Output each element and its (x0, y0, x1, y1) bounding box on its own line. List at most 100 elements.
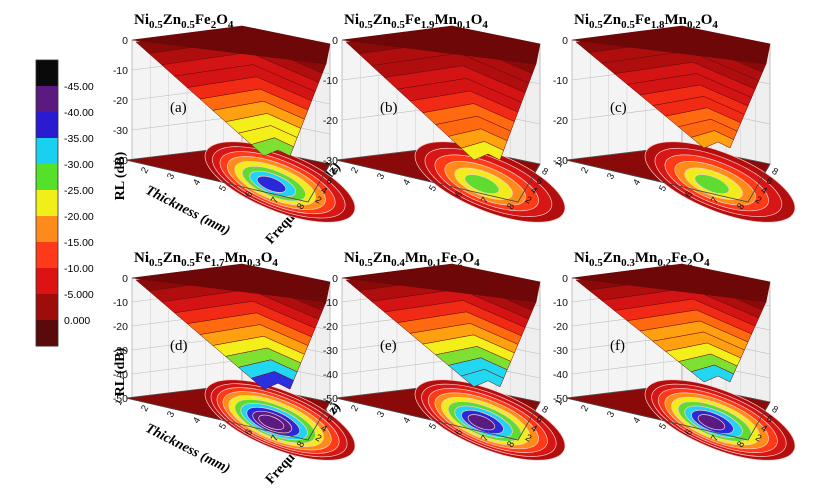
colorbar-tick-label: -40.00 (64, 107, 94, 119)
frequency-tick-label: 4 (529, 423, 539, 435)
colorbar-block (36, 112, 58, 139)
thickness-tick-label: 1 (323, 159, 335, 169)
floor-contour-band (258, 414, 285, 430)
surface-top-rim (341, 25, 541, 65)
floor-edge (335, 159, 541, 203)
floor-contour-band (694, 174, 730, 195)
thickness-tick-label: 7 (709, 433, 721, 443)
floor-edge (565, 159, 771, 203)
colorbar-frame (35, 59, 59, 347)
thickness-tick-label: 4 (191, 415, 203, 425)
floor-edge (125, 159, 331, 203)
frequency-tick-label: 4 (529, 185, 539, 197)
frequency-tick-label: 6 (764, 175, 774, 187)
colorbar-tick-label: -10.00 (64, 263, 94, 275)
z-tick-label: 0 (122, 35, 128, 47)
surface-panel: Ni0.5Zn0.5Fe1.8Mn0.2O4 0 -10 -20 -301 2 3 4 5 6 7 8… (553, 12, 796, 223)
frequency-tick-label: 8 (770, 404, 780, 416)
surface-panel: Ni0.5Zn0.3Mn0.2Fe2O4 0 -10 -20 -30 -40 -501 2 3 4… (553, 250, 796, 461)
thickness-tick-label: 7 (479, 195, 491, 205)
panel-title: Ni0.5Zn0.5Fe2O4 (134, 12, 234, 31)
surface-band (250, 137, 294, 157)
thickness-tick-label: 5 (217, 421, 229, 431)
z-tick-label: -20 (113, 321, 128, 333)
thickness-tick-label: 8 (295, 201, 307, 211)
thickness-tick-label: 5 (217, 183, 229, 193)
z-tick-label: -30 (323, 155, 338, 167)
frequency-tick-label: 6 (534, 175, 544, 187)
z-tick-label: -10 (553, 75, 568, 87)
thickness-tick-label: 6 (243, 189, 255, 199)
thickness-tick-label: 2 (349, 165, 361, 175)
z-tick-label: -20 (323, 321, 338, 333)
colorbar: -45.00 -40.00 -35.00 -30.00 -25.00 -20.00 -15.… (35, 59, 94, 347)
z-tick-label: -30 (113, 125, 128, 137)
panel-letter: (f) (610, 338, 625, 354)
rl-surface (571, 25, 771, 149)
z-tick-label: -50 (553, 393, 568, 405)
colorbar-tick-label: -35.00 (64, 133, 94, 145)
frequency-tick-label: 2 (753, 432, 763, 444)
frequency-tick-label: 8 (330, 404, 340, 416)
surface-band (460, 141, 504, 161)
thickness-tick-label: 2 (579, 403, 591, 413)
thickness-tick-label: 4 (401, 177, 413, 187)
frequency-tick-label: 8 (540, 404, 550, 416)
surface-top-rim (131, 263, 331, 303)
z-tick-label: -30 (553, 345, 568, 357)
z-tick-label: -20 (323, 115, 338, 127)
surface-panel: Ni0.5Zn0.5Fe1.9Mn0.1O40-10-20-3012345678… (323, 12, 566, 223)
thickness-tick-label: 7 (269, 195, 281, 205)
colorbar-block (36, 86, 58, 113)
colorbar-tick-label: -15.00 (64, 237, 94, 249)
surface-band (250, 371, 294, 390)
z-tick-label: 0 (332, 35, 338, 47)
floor-edge (335, 397, 541, 441)
z-tick-label: -10 (553, 297, 568, 309)
thickness-tick-label: 2 (139, 403, 151, 413)
z-tick-label: -40 (113, 155, 128, 167)
frequency-tick-label: 2 (523, 432, 533, 444)
panel-letter: (a) (170, 100, 187, 116)
colorbar-block (36, 320, 58, 347)
floor-contour-band (467, 414, 496, 431)
frequency-tick-label: 4 (319, 185, 329, 197)
colorbar-block (36, 242, 58, 269)
colorbar-block (36, 60, 58, 87)
rl-surface (131, 263, 331, 390)
thickness-tick-label: 2 (139, 165, 151, 175)
panel-title: Ni0.5Zn0.5Fe1.9Mn0.1O4 (344, 12, 488, 31)
z-tick-label: -20 (113, 95, 128, 107)
colorbar-tick-label: -25.00 (64, 185, 94, 197)
z-tick-label: -30 (553, 155, 568, 167)
thickness-tick-label: 3 (605, 171, 617, 181)
thickness-tick-label: 2 (349, 403, 361, 413)
surface-top-rim (571, 263, 771, 303)
surface-band (460, 369, 504, 388)
colorbar-tick-label: 0.000 (64, 315, 90, 327)
thickness-tick-label: 1 (323, 397, 335, 407)
thickness-tick-label: 5 (657, 183, 669, 193)
frequency-tick-label: 6 (764, 413, 774, 425)
z-tick-label: -10 (323, 297, 338, 309)
frequency-tick-label: 8 (770, 166, 780, 178)
thickness-tick-label: 7 (479, 433, 491, 443)
z-axis-label-top: RL (dB) (113, 151, 128, 200)
thickness-tick-label: 3 (605, 409, 617, 419)
thickness-axis-label-top: Thickness (mm) (143, 183, 233, 239)
frequency-tick-label: 2 (313, 194, 323, 206)
surface-band (690, 130, 734, 149)
z-tick-label: -50 (323, 393, 338, 405)
thickness-tick-label: 4 (631, 177, 643, 187)
z-tick-label: -40 (553, 369, 568, 381)
z-tick-label: -30 (113, 345, 128, 357)
z-tick-label: 0 (332, 273, 338, 285)
thickness-tick-label: 6 (453, 427, 465, 437)
z-tick-label: -30 (323, 345, 338, 357)
thickness-tick-label: 3 (375, 409, 387, 419)
colorbar-tick-label: -5.000 (64, 289, 94, 301)
thickness-tick-label: 3 (375, 171, 387, 181)
frequency-tick-label: 2 (753, 194, 763, 206)
